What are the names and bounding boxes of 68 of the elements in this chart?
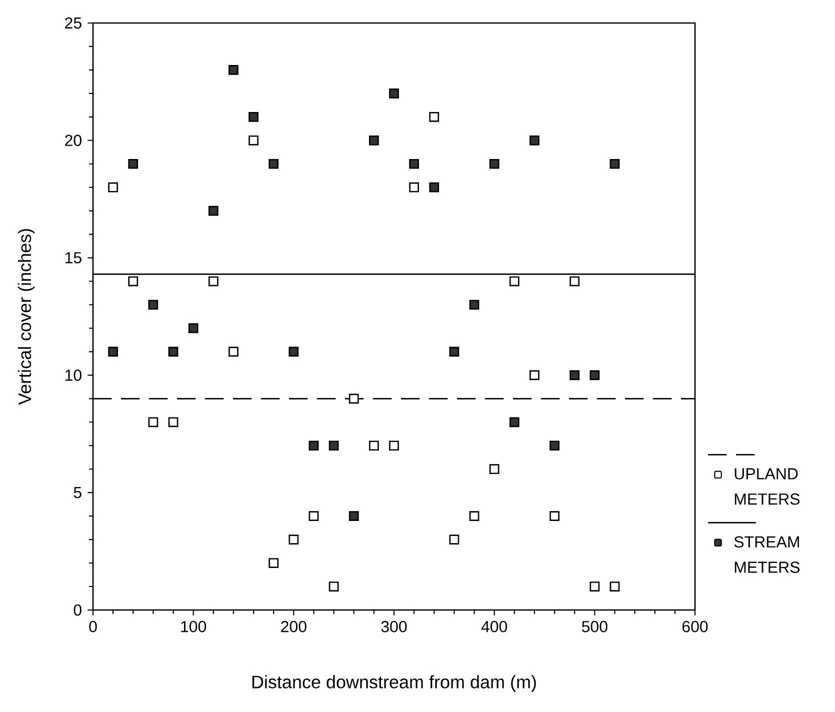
point xyxy=(348,511,359,522)
point xyxy=(268,558,279,568)
point xyxy=(248,135,258,146)
point xyxy=(108,182,118,192)
point xyxy=(530,135,540,146)
point xyxy=(108,346,118,357)
x-tick-label: 300 xyxy=(381,620,407,632)
y-tick-label: 10 xyxy=(65,370,82,381)
point xyxy=(288,346,299,357)
point xyxy=(288,534,299,544)
x-tick-label: 500 xyxy=(582,620,608,632)
legend-label: STREAM METERS xyxy=(734,536,800,573)
point xyxy=(429,182,440,192)
point xyxy=(570,276,580,286)
point xyxy=(610,158,620,169)
point xyxy=(449,534,460,544)
point xyxy=(208,206,218,216)
point xyxy=(409,182,420,192)
point xyxy=(530,370,540,380)
point xyxy=(509,417,520,428)
y-tick-label: 20 xyxy=(65,134,82,146)
legend-label: UPLAND METERS xyxy=(734,468,800,505)
point xyxy=(449,346,460,357)
point xyxy=(168,346,178,357)
point xyxy=(489,158,500,169)
x-tick-label: 100 xyxy=(181,620,206,632)
point xyxy=(389,440,399,451)
point xyxy=(328,582,339,592)
point xyxy=(369,440,379,451)
x-tick-label: 400 xyxy=(481,620,508,632)
point xyxy=(128,158,138,169)
point xyxy=(509,276,520,286)
point xyxy=(590,370,600,380)
x-tick-label: 200 xyxy=(281,620,306,632)
point xyxy=(228,65,238,75)
point xyxy=(348,394,359,404)
point xyxy=(148,417,158,428)
point xyxy=(610,582,620,592)
y-tick-label: 0 xyxy=(74,604,82,616)
point xyxy=(489,464,500,474)
y-tick-label: 15 xyxy=(65,252,82,264)
point xyxy=(268,158,279,169)
point xyxy=(128,276,138,286)
x-tick-label: 0 xyxy=(89,620,97,632)
y-axis-title: Vertical cover (inches) xyxy=(18,229,35,405)
point xyxy=(590,582,600,592)
point xyxy=(248,112,258,122)
point xyxy=(168,417,178,428)
point xyxy=(550,511,560,522)
point xyxy=(188,323,198,334)
point xyxy=(369,135,379,146)
point xyxy=(328,440,339,451)
point xyxy=(570,370,580,380)
x-axis-title: Distance downstream from dam (m) xyxy=(252,675,536,692)
point xyxy=(228,346,238,357)
point xyxy=(469,511,480,522)
point xyxy=(308,511,319,522)
y-tick-label: 5 xyxy=(74,487,82,498)
point xyxy=(550,440,560,451)
x-tick-label: 600 xyxy=(682,620,708,632)
y-tick-label: 25 xyxy=(65,17,82,29)
point xyxy=(409,158,420,169)
point xyxy=(308,440,319,451)
point xyxy=(208,276,218,286)
point xyxy=(429,112,440,122)
point xyxy=(148,300,158,310)
point xyxy=(389,88,399,98)
point xyxy=(469,300,480,310)
